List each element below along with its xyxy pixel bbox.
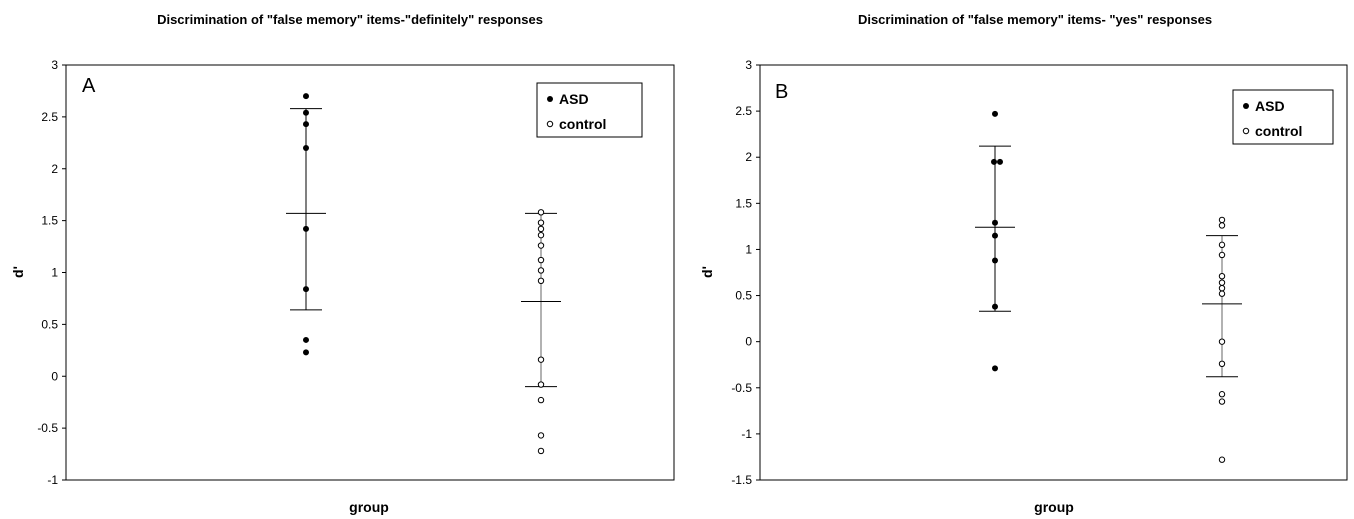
legend-label-asd-b: ASD — [1255, 98, 1285, 114]
y-tick-label-b-5: 1 — [745, 242, 752, 256]
x-axis-label-b: group — [1034, 499, 1074, 515]
chart-panel-b: Discrimination of "false memory" items- … — [699, 12, 1348, 515]
data-point-control-a — [537, 242, 545, 249]
y-tick-label-b-0: -1.5 — [731, 473, 752, 487]
data-point-asd-b — [992, 232, 998, 239]
data-point-control-b — [1218, 279, 1226, 286]
y-tick-label-b-1: -1 — [741, 427, 752, 441]
data-point-asd-b — [992, 303, 998, 310]
chart-title-b: Discrimination of "false memory" items- … — [858, 12, 1212, 27]
data-point-control-b — [1218, 360, 1226, 367]
y-tick-label-a-6: 2 — [51, 162, 58, 176]
data-point-asd-a — [303, 93, 309, 100]
data-point-asd-b — [991, 158, 997, 165]
legend-b: ASD control — [1232, 89, 1334, 145]
y-axis-ticks-a: -1 -0.5 0 0.5 1 1.5 2 2.5 3 — [37, 58, 66, 487]
data-point-control-a — [537, 267, 545, 274]
data-point-control-b — [1218, 241, 1226, 249]
y-tick-label-a-0: -1 — [47, 473, 58, 487]
y-tick-label-b-9: 3 — [745, 58, 752, 72]
data-point-asd-a — [303, 109, 309, 116]
data-point-control-b — [1218, 284, 1226, 292]
data-point-control-b — [1218, 216, 1226, 224]
data-point-asd-b — [992, 257, 998, 264]
y-tick-label-a-2: 0 — [51, 369, 58, 383]
legend-marker-control-a — [546, 120, 554, 128]
data-marks-a — [286, 93, 561, 455]
data-point-control-a — [537, 396, 545, 404]
data-marks-b — [975, 110, 1242, 463]
y-tick-label-a-3: 0.5 — [41, 317, 58, 331]
y-tick-label-b-4: 0.5 — [735, 289, 752, 303]
data-point-asd-a — [303, 349, 309, 356]
y-tick-label-a-4: 1 — [51, 266, 58, 280]
data-point-control-b — [1218, 456, 1226, 463]
data-point-control-b — [1218, 338, 1226, 345]
data-point-control-b — [1218, 251, 1226, 259]
data-point-asd-a — [303, 336, 309, 343]
data-point-control-b — [1218, 272, 1226, 280]
chart-title-a: Discrimination of "false memory" items-"… — [157, 12, 543, 27]
legend-a: ASD control — [536, 82, 643, 138]
legend-box-b — [1232, 89, 1334, 145]
legend-label-control-b: control — [1255, 123, 1302, 139]
y-tick-label-b-6: 1.5 — [735, 196, 752, 210]
legend-marker-control-b — [1242, 127, 1250, 135]
data-point-control-a — [537, 225, 545, 233]
data-point-asd-a — [303, 121, 309, 128]
y-tick-label-a-7: 2.5 — [41, 110, 58, 124]
y-tick-label-a-8: 3 — [51, 58, 58, 72]
panel-letter-b: B — [775, 81, 788, 103]
data-point-asd-a — [303, 145, 309, 151]
y-axis-label-b: d' — [699, 266, 715, 278]
data-point-control-a — [537, 277, 545, 284]
legend-label-control-a: control — [559, 116, 606, 132]
data-point-control-a — [537, 219, 545, 226]
y-axis-ticks-b: -1.5 -1 -0.5 0 0.5 1 1.5 2 2.5 3 — [731, 58, 760, 487]
data-point-control-b — [1218, 222, 1226, 229]
data-point-control-a — [537, 447, 545, 455]
data-point-asd-b — [992, 110, 998, 117]
y-tick-label-b-3: 0 — [745, 335, 752, 349]
legend-marker-asd-a — [547, 96, 553, 102]
data-point-asd-b — [992, 365, 998, 372]
y-tick-label-b-8: 2.5 — [735, 104, 752, 118]
legend-box-a — [536, 82, 643, 138]
data-point-control-b — [1218, 398, 1226, 405]
y-tick-label-b-2: -0.5 — [731, 381, 752, 395]
data-point-control-b — [1218, 290, 1226, 297]
y-tick-label-b-7: 2 — [745, 150, 752, 164]
y-axis-label-a: d' — [10, 266, 26, 278]
data-point-control-a — [537, 231, 545, 239]
y-tick-label-a-5: 1.5 — [41, 214, 58, 228]
data-point-asd-b — [997, 158, 1003, 165]
legend-label-asd-a: ASD — [559, 91, 589, 107]
y-tick-label-a-1: -0.5 — [37, 421, 58, 435]
data-point-control-a — [537, 209, 545, 216]
data-point-asd-a — [303, 225, 309, 232]
panel-letter-a: A — [82, 75, 96, 97]
data-point-control-a — [537, 381, 545, 388]
data-point-control-b — [1218, 391, 1226, 398]
legend-marker-asd-b — [1243, 103, 1249, 109]
chart-panel-a: Discrimination of "false memory" items-"… — [10, 12, 675, 515]
data-point-asd-b — [992, 219, 998, 226]
data-point-control-a — [537, 432, 545, 439]
data-point-asd-a — [303, 286, 309, 293]
x-axis-label-a: group — [349, 499, 389, 515]
data-point-control-a — [537, 256, 545, 264]
data-point-control-a — [537, 356, 545, 363]
